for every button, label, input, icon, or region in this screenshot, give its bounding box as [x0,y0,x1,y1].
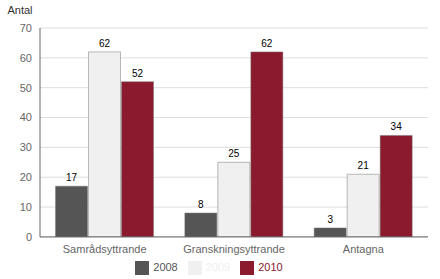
svg-text:10: 10 [20,201,32,213]
svg-text:70: 70 [20,22,32,34]
svg-text:8: 8 [198,199,204,210]
svg-text:25: 25 [228,148,240,159]
svg-text:34: 34 [391,121,403,132]
svg-text:Granskningsyttrande: Granskningsyttrande [183,243,285,255]
html-text:2010: 2010 [258,260,283,273]
svg-text:62: 62 [261,38,273,49]
svg-text:Antagna: Antagna [343,243,385,255]
svg-text:Samrådsyttrande: Samrådsyttrande [63,243,147,255]
svg-text:60: 60 [20,52,32,64]
svg-text:0: 0 [26,231,32,243]
svg-text:20: 20 [20,171,32,183]
svg-text:3: 3 [327,214,333,225]
html-text:2009: 2009 [205,260,231,273]
svg-text:17: 17 [66,172,78,183]
svg-text:30: 30 [20,141,32,153]
html-text:2008: 2008 [153,260,178,273]
svg-text:Antal: Antal [7,4,32,16]
svg-text:52: 52 [132,68,144,79]
svg-text:62: 62 [99,38,111,49]
svg-text:40: 40 [20,111,32,123]
svg-text:50: 50 [20,82,32,94]
svg-text:21: 21 [358,160,370,171]
